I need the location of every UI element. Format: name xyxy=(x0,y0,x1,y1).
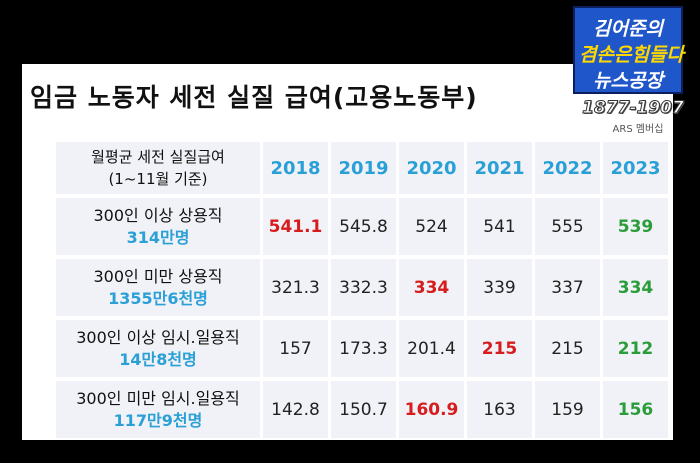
wage-value: 541 xyxy=(483,216,516,237)
year-header: 2019 xyxy=(328,142,396,194)
wage-value: 212 xyxy=(617,338,654,359)
table-row: 300인 이상 임시.일용직 14만8천명 157 173.3 201.4 215 215 2… xyxy=(56,320,668,377)
row-label: 300인 이상 상용직 xyxy=(93,205,223,225)
value-cell: 173.3 xyxy=(328,320,396,377)
value-cell: 201.4 xyxy=(396,320,464,377)
wage-value: 159 xyxy=(551,399,584,420)
wage-value: 142.8 xyxy=(271,399,320,420)
year-label: 2018 xyxy=(270,157,321,179)
wage-value: 339 xyxy=(483,277,516,298)
value-cell: 142.8 xyxy=(260,381,328,438)
value-cell: 321.3 xyxy=(260,259,328,316)
row-label-cell: 300인 이상 임시.일용직 14만8천명 xyxy=(56,320,260,377)
row-label-cell: 300인 미만 상용직 1355만6천명 xyxy=(56,259,260,316)
value-cell: 156 xyxy=(600,381,668,438)
value-cell: 334 xyxy=(600,259,668,316)
year-label: 2021 xyxy=(474,157,525,179)
wage-value: 215 xyxy=(481,338,518,359)
wage-value: 539 xyxy=(617,216,654,237)
year-header: 2021 xyxy=(464,142,532,194)
year-label: 2019 xyxy=(338,157,389,179)
wage-value: 337 xyxy=(551,277,584,298)
year-header: 2018 xyxy=(260,142,328,194)
value-cell: 332.3 xyxy=(328,259,396,316)
wage-value: 160.9 xyxy=(404,399,459,420)
value-cell: 545.8 xyxy=(328,198,396,255)
wage-value: 156 xyxy=(617,399,654,420)
wage-table: 월평균 세전 실질급여 (1~11월 기준) 2018 2019 2020 20… xyxy=(56,138,668,442)
row-label: 300인 미만 임시.일용직 xyxy=(76,388,240,408)
value-cell: 541.1 xyxy=(260,198,328,255)
value-cell: 555 xyxy=(532,198,600,255)
value-cell: 159 xyxy=(532,381,600,438)
row-headcount: 1355만6천명 xyxy=(108,288,208,308)
logo-line-1: 김어준의 xyxy=(593,18,663,40)
year-label: 2022 xyxy=(542,157,593,179)
year-header: 2022 xyxy=(532,142,600,194)
header-label-line-1: 월평균 세전 실질급여 xyxy=(91,148,225,166)
header-label-cell: 월평균 세전 실질급여 (1~11월 기준) xyxy=(56,142,260,194)
wage-value: 215 xyxy=(551,338,584,359)
show-logo: 김어준의 겸손은힘들다 뉴스공장 xyxy=(573,6,684,94)
value-cell: 215 xyxy=(532,320,600,377)
table-row: 300인 미만 상용직 1355만6천명 321.3 332.3 334 339 337 33… xyxy=(56,259,668,316)
logo-line-3: 뉴스공장 xyxy=(593,70,663,92)
row-headcount: 14만8천명 xyxy=(119,349,197,369)
wage-value: 545.8 xyxy=(339,216,388,237)
wage-value: 524 xyxy=(415,216,448,237)
value-cell: 334 xyxy=(396,259,464,316)
wage-value: 334 xyxy=(413,277,450,298)
phone-number: 1877-1907 xyxy=(582,98,685,119)
table-header-row: 월평균 세전 실질급여 (1~11월 기준) 2018 2019 2020 20… xyxy=(56,142,668,194)
value-cell: 215 xyxy=(464,320,532,377)
page-title: 임금 노동자 세전 실질 급여(고용노동부) xyxy=(30,83,478,112)
wage-value: 201.4 xyxy=(407,338,456,359)
table-row: 300인 미만 임시.일용직 117만9천명 142.8 150.7 160.9 163 1… xyxy=(56,381,668,438)
row-headcount: 314만명 xyxy=(126,227,190,247)
value-cell: 157 xyxy=(260,320,328,377)
value-cell: 150.7 xyxy=(328,381,396,438)
value-cell: 541 xyxy=(464,198,532,255)
row-label-cell: 300인 미만 임시.일용직 117만9천명 xyxy=(56,381,260,438)
value-cell: 160.9 xyxy=(396,381,464,438)
row-label: 300인 미만 상용직 xyxy=(93,266,223,286)
wage-value: 332.3 xyxy=(339,277,388,298)
value-cell: 524 xyxy=(396,198,464,255)
wage-value: 321.3 xyxy=(271,277,320,298)
year-header: 2020 xyxy=(396,142,464,194)
wage-value: 541.1 xyxy=(268,216,323,237)
wage-value: 173.3 xyxy=(339,338,388,359)
value-cell: 539 xyxy=(600,198,668,255)
row-label-cell: 300인 이상 상용직 314만명 xyxy=(56,198,260,255)
wage-value: 157 xyxy=(279,338,312,359)
logo-line-2: 겸손은힘들다 xyxy=(579,44,684,66)
ars-label: ARS 멤버십 xyxy=(612,124,664,135)
wage-value: 150.7 xyxy=(339,399,388,420)
value-cell: 163 xyxy=(464,381,532,438)
row-label: 300인 이상 임시.일용직 xyxy=(76,327,240,347)
wage-value: 163 xyxy=(483,399,516,420)
value-cell: 339 xyxy=(464,259,532,316)
row-headcount: 117만9천명 xyxy=(113,410,203,430)
year-label: 2023 xyxy=(610,157,661,179)
wage-value: 334 xyxy=(617,277,654,298)
header-label-line-2: (1~11월 기준) xyxy=(108,170,208,188)
year-label: 2020 xyxy=(406,157,457,179)
value-cell: 212 xyxy=(600,320,668,377)
year-header: 2023 xyxy=(600,142,668,194)
wage-value: 555 xyxy=(551,216,584,237)
value-cell: 337 xyxy=(532,259,600,316)
table-row: 300인 이상 상용직 314만명 541.1 545.8 524 541 555 539 xyxy=(56,198,668,255)
